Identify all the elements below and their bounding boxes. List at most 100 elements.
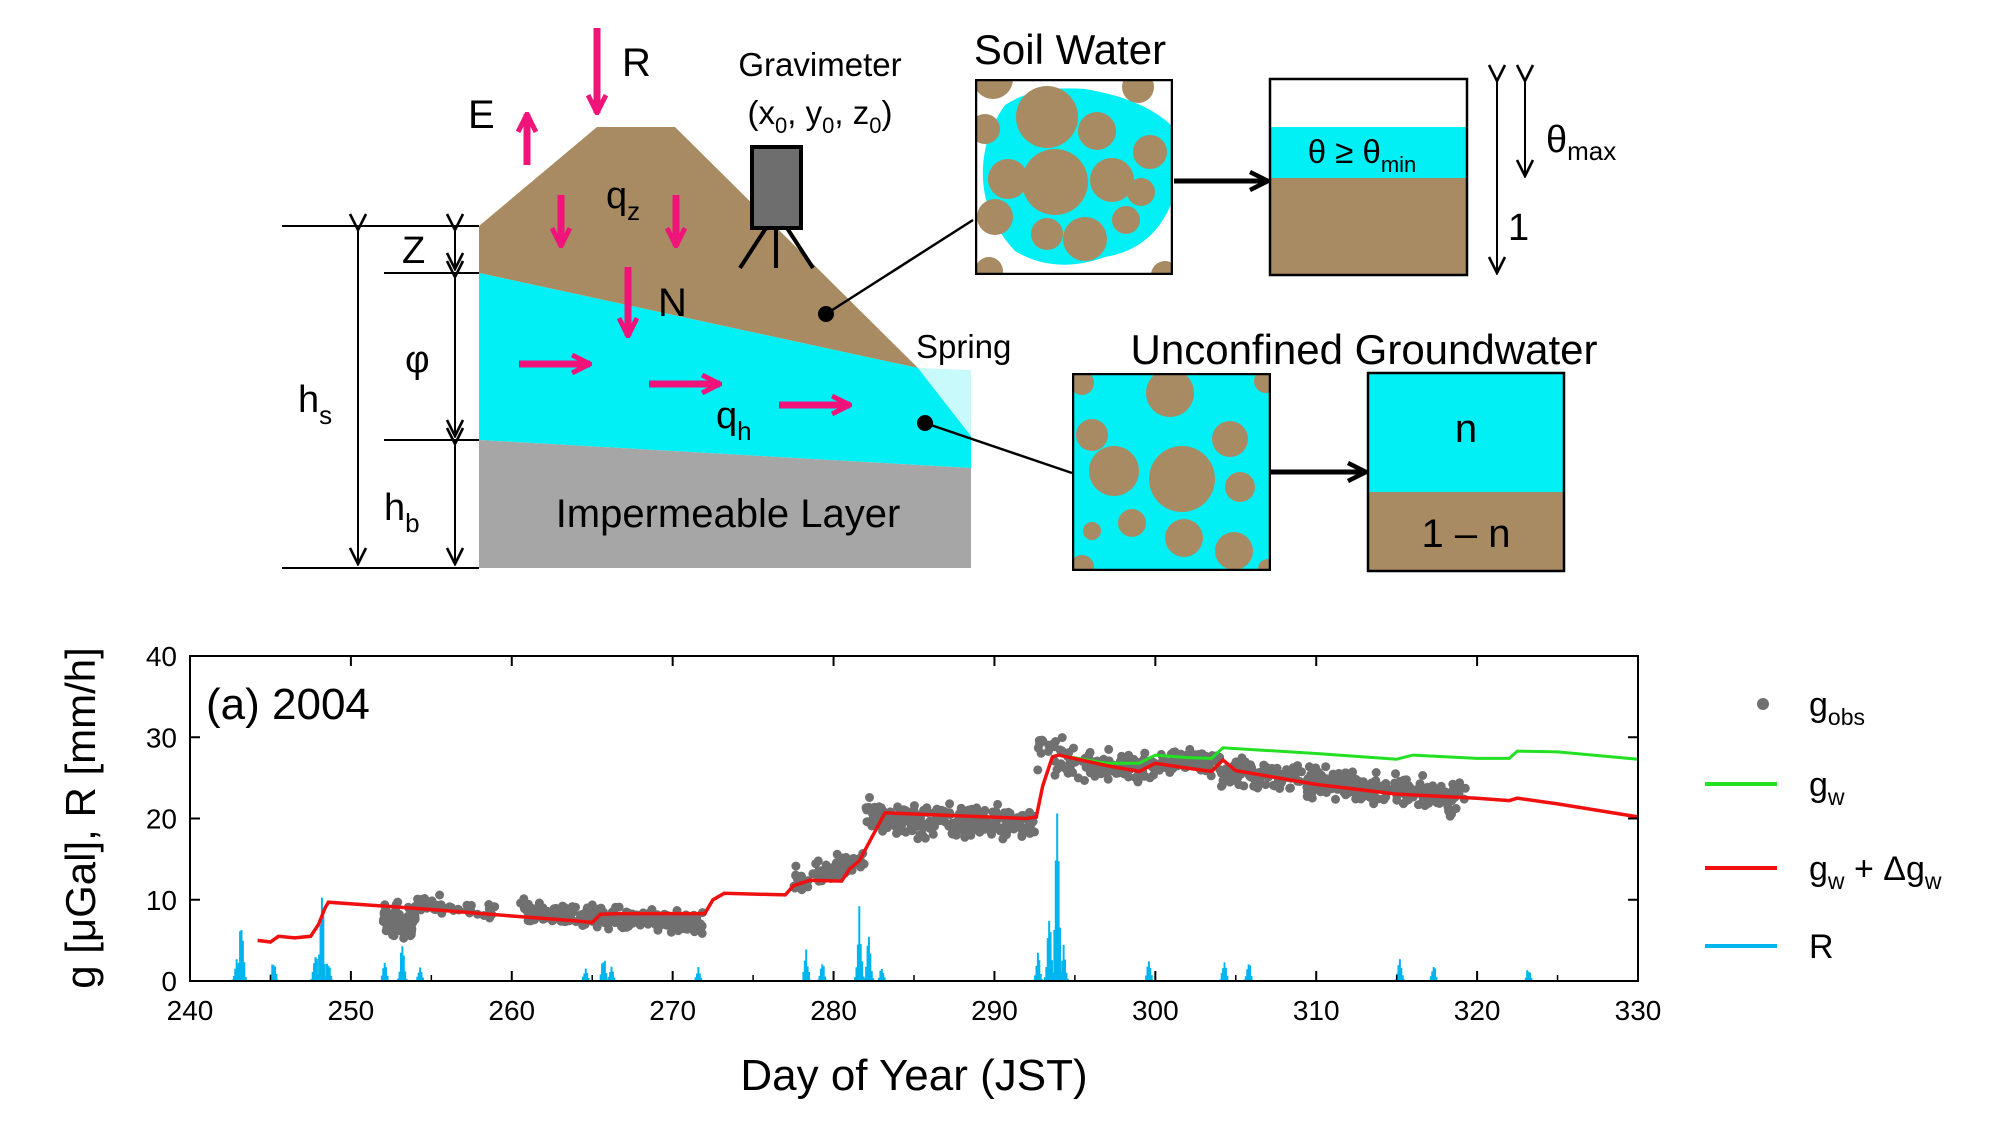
- g-obs-point: [1275, 784, 1285, 793]
- soil-connector: [825, 218, 974, 316]
- chart-legend: gobs gw gw + Δgw R: [1705, 686, 1942, 966]
- g-obs-point: [980, 805, 990, 815]
- g-obs-point: [849, 853, 858, 863]
- gravimeter-icon: [738, 145, 815, 270]
- g-obs-point: [542, 906, 552, 916]
- g-obs-point: [858, 859, 868, 869]
- unity-label: 1: [1508, 207, 1529, 249]
- g-obs-point: [1104, 744, 1114, 754]
- spring-label: Spring: [916, 328, 1011, 365]
- groundwater-pore-view: [1072, 373, 1271, 571]
- g-obs-point: [1220, 770, 1230, 780]
- groundwater-inset: Unconfined Groundwater: [1072, 326, 1597, 573]
- g-obs-point: [881, 819, 890, 829]
- g-obs-point: [907, 819, 916, 829]
- g-obs-point: [688, 915, 698, 925]
- g-obs-point: [592, 922, 602, 932]
- y-tick-label: 0: [161, 966, 177, 997]
- soil-water-title: Soil Water: [974, 26, 1166, 73]
- g-obs-point: [1368, 780, 1377, 790]
- g-obs-point: [1003, 807, 1013, 817]
- g-obs-point: [489, 902, 499, 912]
- g-obs-point: [1288, 763, 1298, 773]
- g-obs-point: [1351, 794, 1361, 804]
- g-obs-point: [979, 824, 988, 834]
- g-obs-point: [1049, 742, 1059, 752]
- g-obs-point: [694, 922, 704, 931]
- g-obs-point: [599, 916, 609, 926]
- g-obs-point: [1426, 784, 1436, 794]
- x-tick-label: 300: [1132, 995, 1179, 1026]
- g-obs-point: [1321, 762, 1331, 772]
- g-obs-point: [1103, 774, 1113, 784]
- theta-min-label: θ ≥ θmin: [1308, 133, 1417, 177]
- g-obs-point: [1133, 777, 1143, 787]
- g-obs-point: [1033, 765, 1043, 775]
- g-obs-point: [398, 913, 408, 923]
- soil-water-phase-box: [1268, 77, 1469, 277]
- g-obs-point: [1460, 783, 1470, 793]
- g-obs-point: [1012, 820, 1022, 830]
- g-obs-point: [393, 897, 403, 907]
- g-obs-point: [1302, 792, 1312, 801]
- g-obs-point: [916, 814, 925, 824]
- g-obs-point: [1405, 783, 1415, 793]
- g-obs-point: [651, 920, 661, 930]
- legend-label-R: R: [1809, 928, 1834, 966]
- g-obs-point: [1255, 775, 1265, 785]
- x-tick-label: 240: [167, 995, 214, 1026]
- g-obs-point: [969, 825, 978, 835]
- g-obs-point: [993, 799, 1003, 809]
- soil-point: [818, 306, 834, 322]
- g-obs-point: [1080, 776, 1089, 785]
- g-obs-point: [988, 807, 998, 817]
- rain-series: [231, 813, 1533, 981]
- g-obs-point: [666, 927, 676, 937]
- g-obs-point: [897, 821, 906, 831]
- g-obs-point: [1311, 763, 1321, 773]
- g-obs-point: [869, 806, 879, 816]
- soil-water-pore-view: [975, 79, 1173, 275]
- g-obs-point: [945, 799, 955, 809]
- groundwater-layer: [479, 273, 971, 468]
- hs-label: hs: [298, 379, 332, 430]
- hb-label: hb: [384, 487, 420, 538]
- y-tick-label: 40: [146, 641, 177, 672]
- y-axis-label: g [μGal], R [mm/h]: [57, 647, 104, 989]
- x-tick-label: 280: [810, 995, 857, 1026]
- porosity-label: n: [1455, 407, 1477, 451]
- gravity-chart: 240 250 260 270 280 290 300 310 320 330 0 10 20 30 40…: [57, 641, 1942, 1100]
- g-obs-point: [1230, 775, 1240, 785]
- legend-label-g_w: gw: [1809, 766, 1845, 810]
- x-tick-label: 330: [1615, 995, 1662, 1026]
- g-obs-point: [697, 928, 707, 938]
- y-tick-label: 30: [146, 722, 177, 753]
- g-obs-point: [993, 823, 1002, 832]
- g-obs-point: [399, 928, 409, 938]
- g-obs-point: [1398, 799, 1408, 809]
- g-obs-point: [1004, 821, 1014, 831]
- g-obs-point: [1328, 769, 1338, 779]
- y-tick-label: 10: [146, 885, 177, 916]
- g-obs-point: [816, 866, 826, 876]
- g-obs-point: [1056, 759, 1066, 769]
- g-obs-point: [1216, 781, 1226, 791]
- g-obs-point: [435, 890, 445, 900]
- g-obs-point: [1302, 782, 1312, 792]
- groundwater-point: [917, 415, 933, 431]
- g-obs-point: [998, 834, 1008, 844]
- g-obs-point: [662, 920, 671, 930]
- x-tick-label: 290: [971, 995, 1018, 1026]
- g-obs-point: [889, 820, 899, 830]
- hillslope-diagram: hs Z φ hb R E qz N qh Impermeable Layer …: [282, 28, 1073, 569]
- g-obs-point: [1373, 794, 1383, 804]
- impermeable-label: Impermeable Layer: [556, 492, 901, 536]
- g-obs-point: [436, 900, 446, 910]
- g-obs-point: [406, 914, 416, 924]
- g-obs-point: [791, 861, 801, 871]
- g-obs-point: [525, 905, 535, 915]
- g-obs-point: [1057, 733, 1067, 743]
- g-obs-point: [1064, 748, 1074, 758]
- g-obs-point: [1371, 768, 1381, 777]
- g-obs-point: [1129, 754, 1139, 764]
